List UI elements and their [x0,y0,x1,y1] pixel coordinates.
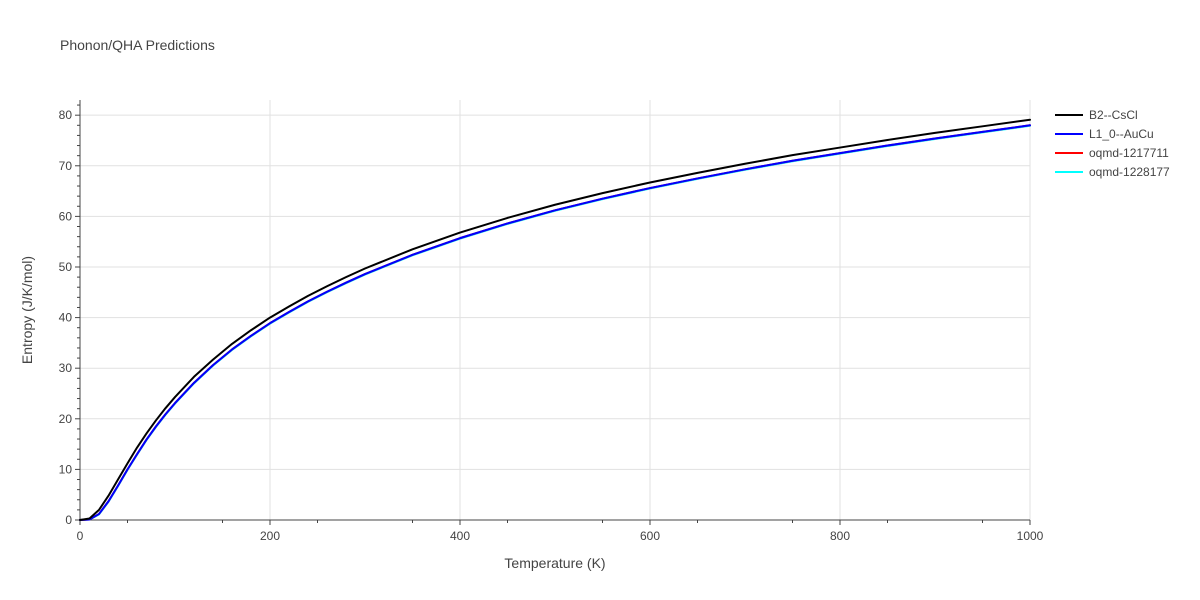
x-tick-label: 200 [260,529,280,543]
legend[interactable]: B2--CsCl L1_0--AuCu oqmd-1217711 oqmd-12281… [1055,108,1170,179]
series-line-oqmd-1217711 [79,124,1031,521]
legend-label: oqmd-1217711 [1089,146,1169,160]
legend-item-oqmd-1217711[interactable]: oqmd-1217711 [1055,146,1169,160]
y-tick-label: 10 [59,462,73,476]
y-tick-label: 80 [59,108,73,122]
x-tick-label: 800 [830,529,850,543]
legend-item-oqmd-1228177[interactable]: oqmd-1228177 [1055,165,1170,179]
y-tick-label: 30 [59,361,73,375]
x-tick-label: 600 [640,529,660,543]
y-tick-label: 70 [59,159,73,173]
legend-label: L1_0--AuCu [1089,127,1154,141]
y-axis-title: Entropy (J/K/mol) [19,256,35,364]
series-line-oqmd-1228177 [79,124,1031,521]
y-tick-label: 20 [59,412,73,426]
y-tick-label: 50 [59,260,73,274]
series-line-l1-0-aucu [79,124,1031,521]
x-tick-label: 400 [450,529,470,543]
axes: 0 200 400 600 800 1000 0 10 20 30 40 50 60 70 80 [59,100,1044,543]
legend-item-b2-cscl[interactable]: B2--CsCl [1055,108,1138,122]
legend-label: B2--CsCl [1089,108,1138,122]
legend-label: oqmd-1228177 [1089,165,1170,179]
series-lines [79,118,1031,521]
series-line-b2-cscl [79,118,1031,521]
y-tick-label: 0 [65,513,72,527]
grid [80,100,1031,520]
y-tick-label: 40 [59,311,73,325]
chart-title: Phonon/QHA Predictions [60,37,215,53]
x-axis-title: Temperature (K) [504,555,605,571]
legend-item-l1-0-aucu[interactable]: L1_0--AuCu [1055,127,1154,141]
x-tick-label: 0 [77,529,84,543]
x-tick-label: 1000 [1017,529,1044,543]
y-tick-label: 60 [59,209,73,223]
